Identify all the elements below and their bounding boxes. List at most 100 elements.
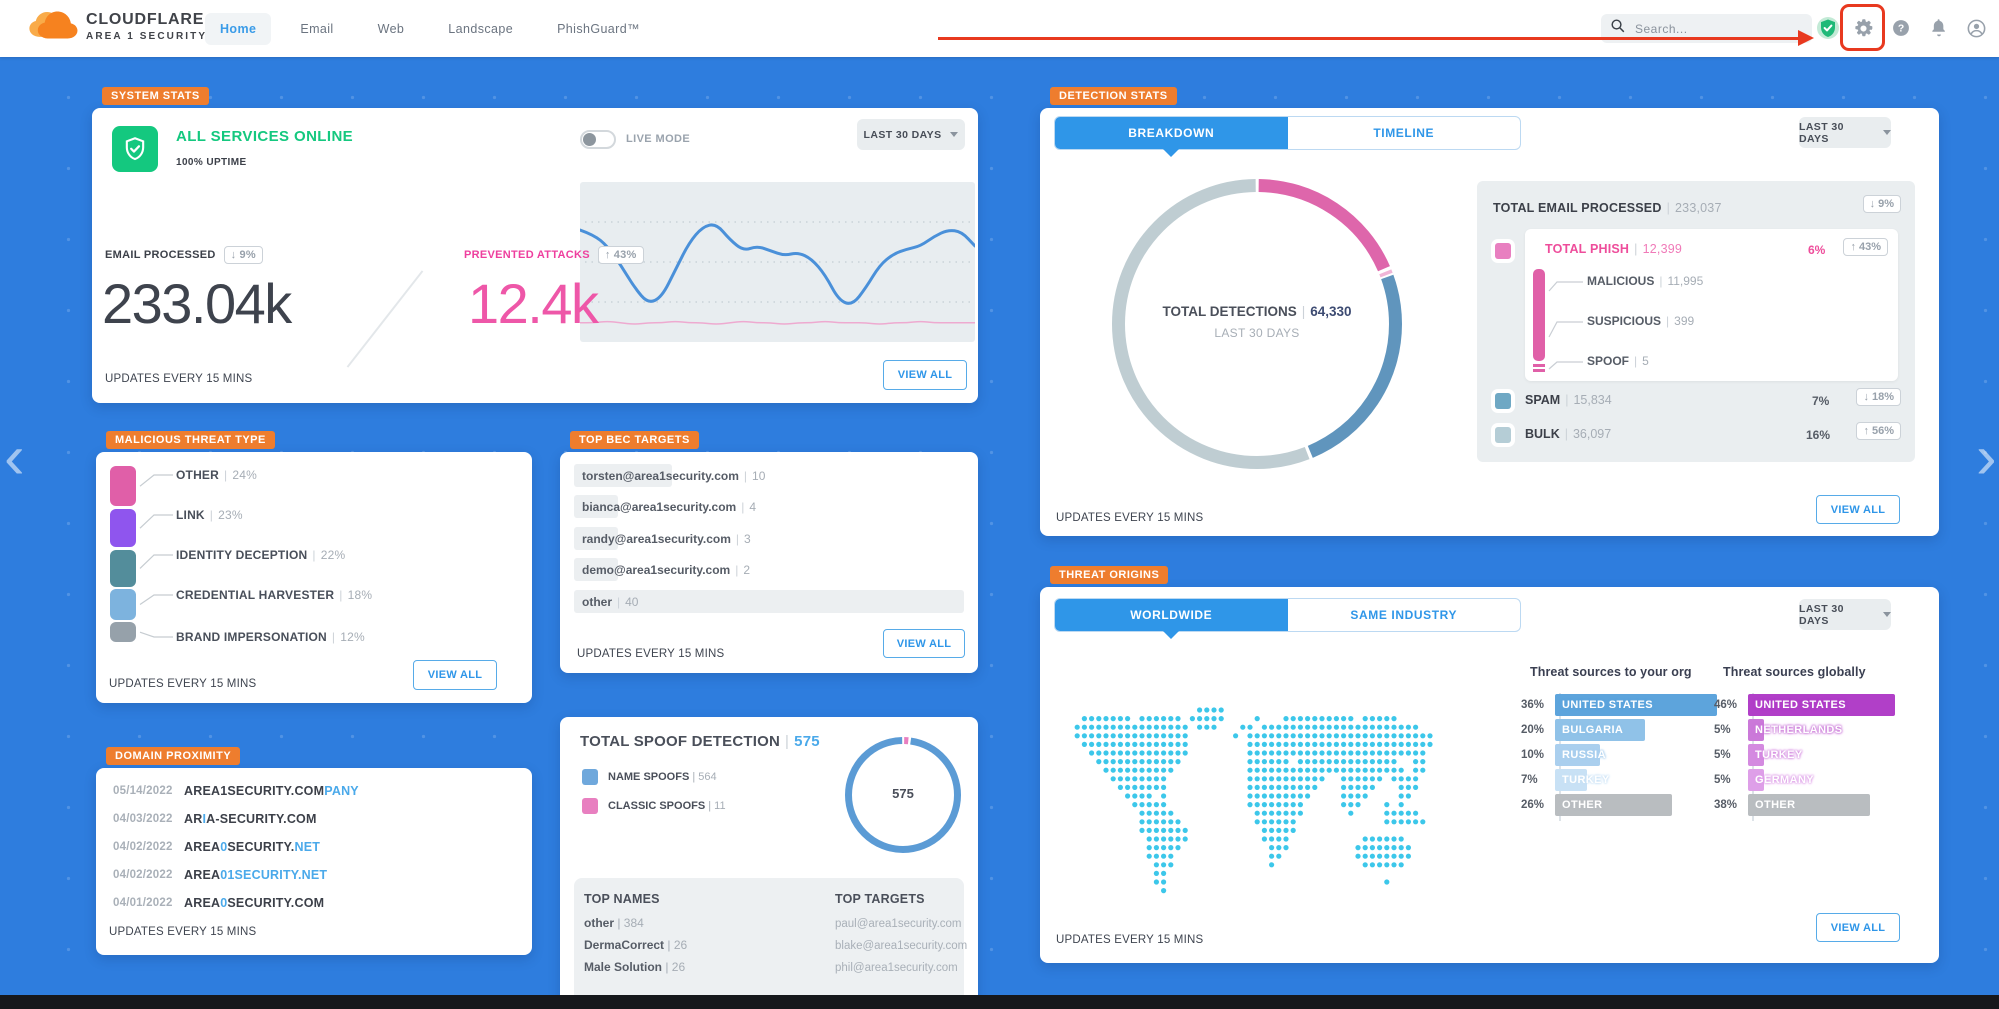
spam-swatch — [1495, 393, 1511, 409]
detection-breakdown-panel: TOTAL EMAIL PROCESSED | 233,037 ↓ 9% TOTAL … — [1477, 181, 1915, 462]
origin-row: 7% TURKEY — [1521, 769, 1717, 791]
nav-item-home[interactable]: Home — [205, 12, 272, 45]
updates-note: UPDATES EVERY 15 MINS — [105, 373, 253, 385]
help-icon[interactable]: ? — [1889, 16, 1913, 40]
detection-range-value: LAST 30 DAYS — [1799, 120, 1844, 145]
annotation-red-arrow-line — [938, 37, 1800, 40]
notifications-bell-icon[interactable] — [1927, 16, 1951, 40]
total-phish-pct: 6% — [1808, 243, 1826, 257]
tab-same-industry[interactable]: SAME INDUSTRY — [1350, 608, 1458, 622]
chevron-down-icon — [950, 132, 959, 137]
origin-row: 20% BULGARIA — [1521, 719, 1717, 741]
top-name-row: Male Solution | 26 — [584, 960, 686, 974]
origin-row: 26% OTHER — [1521, 794, 1717, 816]
phish-breakdown-bar — [1533, 269, 1545, 361]
nav-item-phishguard[interactable]: PhishGuard™ — [557, 21, 640, 36]
origin-row: 10% RUSSIA — [1521, 744, 1717, 766]
nav-item-web[interactable]: Web — [377, 21, 405, 36]
total-phish-row: TOTAL PHISH | 12,399 — [1545, 242, 1683, 256]
detection-stats-tag: DETECTION STATS — [1050, 87, 1177, 105]
cloudflare-logo[interactable]: CLOUDFLARE AREA 1 SECURITY — [26, 6, 207, 49]
origins-view-all-button[interactable]: VIEW ALL — [1816, 913, 1900, 942]
system-view-all-button[interactable]: VIEW ALL — [883, 360, 967, 390]
settings-gear-icon[interactable] — [1851, 16, 1875, 40]
origin-row: 5% TURKEY — [1714, 744, 1895, 766]
phish-bar-spoof-mark — [1533, 369, 1545, 372]
brand-line2: AREA 1 SECURITY — [86, 31, 208, 42]
total-email-processed-row: TOTAL EMAIL PROCESSED | 233,037 — [1493, 201, 1722, 215]
email-processed-label: EMAIL PROCESSED — [105, 249, 216, 261]
nav-item-email[interactable]: Email — [300, 21, 334, 36]
page-prev-chevron[interactable]: ‹ — [4, 423, 25, 492]
threat-type-segment — [110, 549, 136, 587]
domain-row: 04/01/2022 AREA 0 SECURITY.COM — [113, 896, 325, 910]
prevented-attacks-value: 12.4k — [468, 272, 599, 335]
detection-range-select[interactable]: LAST 30 DAYS — [1799, 117, 1891, 148]
tab-timeline[interactable]: TIMELINE — [1373, 126, 1435, 140]
bulk-row: BULK | 36,097 — [1525, 427, 1612, 441]
bulk-delta-badge: ↑ 56% — [1856, 422, 1901, 440]
origins-range-select[interactable]: LAST 30 DAYS — [1799, 599, 1891, 630]
system-range-select[interactable]: LAST 30 DAYS — [857, 119, 965, 150]
org-sources-list: 36% UNITED STATES 20% BULGARIA 10% RUSSIA 7… — [1521, 694, 1717, 816]
global-sources-title: Threat sources globally — [1723, 665, 1866, 679]
domain-row: 04/02/2022 AREA 01SECURITY.NET — [113, 868, 328, 882]
email-processed-row: EMAIL PROCESSED ↓ 9% — [105, 246, 263, 264]
email-processed-value: 233.04k — [102, 272, 292, 335]
bec-target-row: other | 40 — [574, 590, 964, 613]
bottom-edge-bar — [0, 995, 1999, 1009]
bec-bar — [574, 495, 618, 518]
phish-sub-row: SUSPICIOUS | 399 — [1587, 314, 1695, 328]
threat-type-segment — [110, 622, 136, 643]
updates-note: UPDATES EVERY 15 MINS — [1056, 512, 1204, 524]
threat-origins-tabs: WORLDWIDE SAME INDUSTRY — [1054, 598, 1521, 639]
top-target-row: paul@area1security.com — [835, 918, 962, 930]
services-shield-icon — [112, 126, 158, 172]
org-spoof-donut-value: 575 — [892, 786, 914, 801]
services-status-text: ALL SERVICES ONLINE — [176, 128, 354, 145]
bec-bar — [574, 590, 964, 613]
classic-spoofs-swatch — [582, 798, 598, 814]
nav-item-landscape[interactable]: Landscape — [448, 21, 514, 36]
threat-origins-card: THREAT ORIGINS WORLDWIDE SAME INDUSTRY L… — [1040, 566, 1939, 963]
detection-view-all-button[interactable]: VIEW ALL — [1816, 495, 1900, 524]
page-next-chevron[interactable]: › — [1976, 423, 1997, 492]
annotation-red-box-around-gear — [1840, 4, 1885, 51]
status-shield-icon[interactable] — [1816, 16, 1840, 40]
tab-breakdown[interactable]: BREAKDOWN — [1055, 117, 1288, 157]
bec-bar — [574, 527, 618, 550]
threat-type-row: LINK | 23% — [176, 508, 243, 522]
threat-type-segment — [110, 466, 136, 507]
top-names-panel: TOP NAMES other | 384 DermaCorrect | 26 … — [574, 878, 968, 1004]
cloudflare-cloud-icon — [26, 6, 80, 49]
threat-type-row: CREDENTIAL HARVESTER | 18% — [176, 588, 373, 602]
bec-bar — [574, 464, 672, 487]
threat-type-view-all-button[interactable]: VIEW ALL — [413, 660, 497, 690]
system-range-value: LAST 30 DAYS — [863, 128, 942, 141]
tab-worldwide[interactable]: WORLDWIDE — [1055, 599, 1288, 639]
legend-classic-spoofs: CLASSIC SPOOFS | 11 — [582, 798, 726, 814]
detection-donut-sub: LAST 30 DAYS — [1214, 326, 1300, 340]
world-map-dot-matrix — [1074, 707, 1433, 894]
main-nav: Home Email Web Landscape PhishGuard™ — [205, 0, 655, 57]
system-stats-tag: SYSTEM STATS — [102, 87, 209, 105]
bec-bar — [574, 558, 618, 581]
top-name-row: DermaCorrect | 26 — [584, 938, 688, 952]
org-spoof-card: ORG SPOOF TOTAL SPOOF DETECTION|575 NAME… — [560, 717, 978, 1009]
live-mode-toggle[interactable] — [580, 130, 616, 149]
spam-delta-badge: ↓ 18% — [1856, 388, 1901, 406]
top-target-row: blake@area1security.com — [835, 940, 968, 952]
search-input[interactable] — [1633, 20, 1783, 37]
account-user-icon[interactable] — [1964, 16, 1988, 40]
bec-view-all-button[interactable]: VIEW ALL — [883, 629, 965, 658]
chevron-down-icon — [1883, 612, 1891, 617]
threat-type-row: IDENTITY DECEPTION | 22% — [176, 548, 346, 562]
detection-stats-card: DETECTION STATS BREAKDOWN TIMELINE LAST … — [1040, 87, 1939, 536]
total-phish-delta-badge: ↑ 43% — [1843, 238, 1888, 256]
org-spoof-title: TOTAL SPOOF DETECTION | 575 — [580, 733, 820, 750]
chevron-down-icon — [1883, 130, 1891, 135]
name-spoofs-swatch — [582, 769, 598, 785]
uptime-text: 100% UPTIME — [176, 157, 247, 168]
total-email-delta-badge: ↓ 9% — [1862, 195, 1901, 213]
